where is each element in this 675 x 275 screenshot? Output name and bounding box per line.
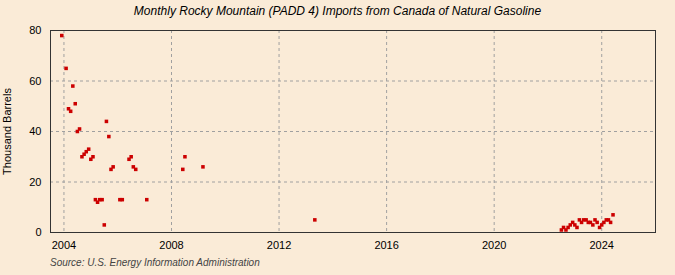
html-text:Monthly Rocky Mountain (PADD 4: Monthly Rocky Mountain (PADD 4) Imports … <box>133 4 542 18</box>
svg-text:2024: 2024 <box>589 239 613 251</box>
svg-text:Thousand Barrels: Thousand Barrels <box>1 88 13 175</box>
svg-text:2020: 2020 <box>482 239 506 251</box>
svg-text:40: 40 <box>29 125 41 137</box>
svg-text:80: 80 <box>29 24 41 36</box>
svg-text:60: 60 <box>29 75 41 87</box>
svg-text:20: 20 <box>29 176 41 188</box>
svg-text:2012: 2012 <box>267 239 291 251</box>
svg-text:2004: 2004 <box>52 239 76 251</box>
html-text:Source: U.S. Energy Informatio: Source: U.S. Energy Information Administ… <box>50 257 260 268</box>
svg-text:2016: 2016 <box>374 239 398 251</box>
svg-text:0: 0 <box>35 226 41 238</box>
svg-text:2008: 2008 <box>159 239 183 251</box>
